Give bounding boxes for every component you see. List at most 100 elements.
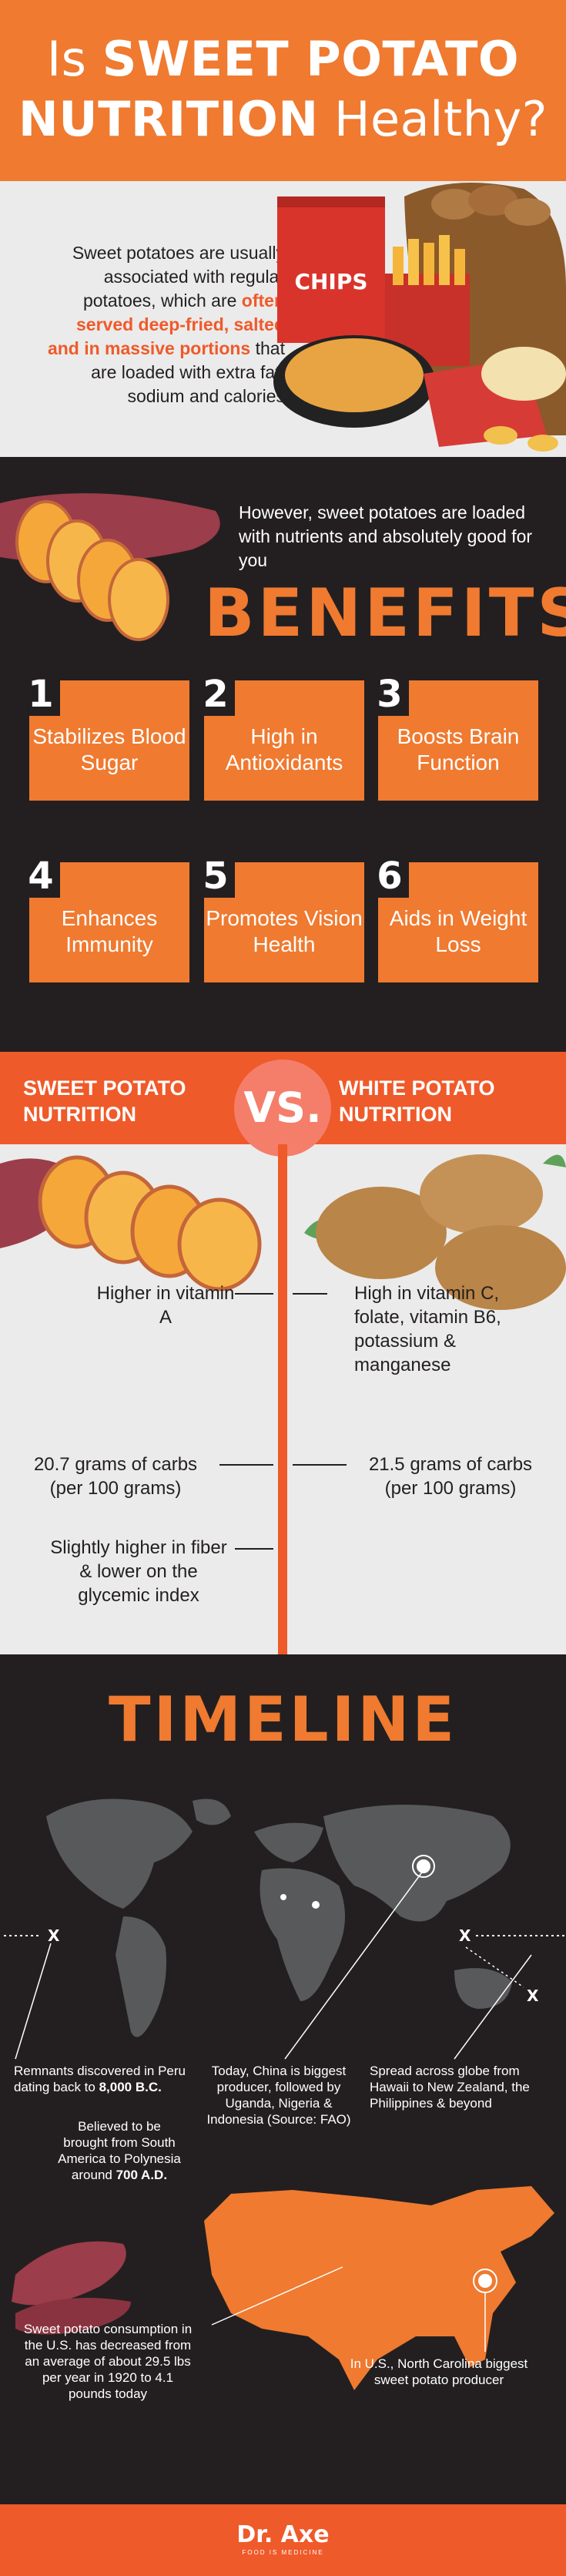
sweet-potato-body [12, 2241, 126, 2306]
china-connector [284, 1869, 424, 2060]
intro-text: that are loaded with extra fat, sodium a… [91, 338, 285, 406]
fries-icon [454, 249, 465, 285]
title-text: Is [46, 31, 102, 87]
us-map-illustration [12, 2186, 554, 2390]
white-potato-fact: High in vitamin C, folate, vitamin B6, p… [354, 1283, 501, 1375]
potato-icon [431, 189, 477, 220]
africa-shape [260, 1868, 345, 2001]
fries-icon [408, 239, 419, 285]
benefits-subtitle: However, sweet potatoes are loaded with … [239, 502, 533, 570]
north-america-shape [46, 1798, 193, 1909]
globe-connector [454, 1954, 532, 2060]
benefit-card: 4 Enhances Immunity [22, 855, 189, 982]
footer-section: Dr. Axe FOOD IS MEDICINE [0, 2504, 566, 2576]
connector-line [219, 1464, 273, 1466]
benefit-number: 3 [370, 673, 409, 716]
intro-text: Sweet potatoes are usually associated wi… [72, 243, 285, 311]
sweet-potato-illustration [0, 1155, 262, 1291]
mashed-potato-bowl-icon [481, 347, 566, 401]
fried-potatoes-icon [285, 338, 424, 412]
benefit-number: 1 [22, 673, 60, 716]
sweet-potato-heading: SWEET POTATO NUTRITION [23, 1076, 186, 1126]
china-marker [417, 1859, 430, 1873]
peru-marker: X [48, 1926, 60, 1945]
benefit-label: Aids in Weight Loss [389, 906, 527, 956]
north-carolina-marker [478, 2274, 492, 2288]
junk-food-illustration: CHIPS [273, 183, 566, 452]
sweet-potato-icon [12, 2241, 131, 2335]
benefit-card: 1 Stabilizes Blood Sugar [22, 673, 189, 801]
benefit-card: 3 Boosts Brain Function [370, 673, 538, 801]
connector-line [235, 1293, 273, 1295]
timeline-date: 700 A.D. [116, 2168, 168, 2182]
timeline-date: 8,000 B.C. [99, 2080, 162, 2094]
timeline-globe: Spread across globe from Hawaii to New Z… [370, 2064, 530, 2111]
brand-logo[interactable]: Dr. Axe [236, 2521, 330, 2548]
timeline-section: TIMELINE X X X Remnants discovered in Pe… [0, 1654, 566, 2504]
comparison-section: SWEET POTATO NUTRITION WHITE POTATO NUTR… [0, 1052, 566, 1654]
benefits-title: BENEFITS [204, 575, 566, 652]
brand-tagline: FOOD IS MEDICINE [242, 2549, 324, 2556]
connector-line [235, 1548, 273, 1550]
page-title: Is SWEET POTATO NUTRITION Healthy? [0, 29, 566, 149]
benefit-label: High in Antioxidants [225, 724, 343, 774]
world-map-landmass [46, 1798, 512, 2037]
world-map: X X X [4, 1798, 566, 2060]
benefit-label: Promotes Vision Health [206, 906, 363, 956]
benefit-label: Stabilizes Blood Sugar [32, 724, 186, 774]
europe-shape [254, 1822, 323, 1862]
benefit-card: 5 Promotes Vision Health [196, 855, 364, 982]
south-america-shape [116, 1916, 166, 2037]
greenland-shape [193, 1798, 231, 1825]
sweet-potato-fact: Higher in vitamin A [96, 1283, 235, 1328]
timeline-text: Remnants discovered in Peru dating back … [14, 2064, 186, 2094]
benefit-label: Enhances Immunity [61, 906, 158, 956]
potato-icon [420, 1154, 543, 1234]
chips-label: CHIPS [294, 269, 367, 294]
title-bold-text: NUTRITION [18, 91, 319, 147]
benefit-number: 4 [22, 855, 60, 898]
dashed-line [465, 1946, 524, 1988]
potato-icon [468, 185, 517, 216]
benefit-number: 5 [196, 855, 235, 898]
sweet-potato-fact: 20.7 grams of carbs (per 100 grams) [33, 1454, 198, 1499]
timeline-china: Today, China is biggest producer, follow… [206, 2064, 351, 2127]
title-bold-text: SWEET POTATO [102, 31, 520, 87]
asia-shape [323, 1805, 511, 1922]
chip-icon [527, 435, 558, 452]
slice-icon [108, 558, 169, 641]
header-section: Is SWEET POTATO NUTRITION Healthy? [0, 0, 566, 181]
leaf-icon [543, 1154, 566, 1167]
benefit-card: 2 High in Antioxidants [196, 673, 364, 801]
benefit-label: Boosts Brain Function [397, 724, 520, 774]
benefit-card: 6 Aids in Weight Loss [370, 855, 538, 982]
white-potato-fact: 21.5 grams of carbs (per 100 grams) [368, 1454, 533, 1499]
nigeria-marker [280, 1894, 286, 1900]
connector-line [293, 1464, 347, 1466]
china-marker-ring [412, 1855, 435, 1878]
timeline-polynesia: Believed to be brought from South Americ… [54, 2118, 185, 2183]
potato-icon [316, 1187, 447, 1279]
uganda-marker [312, 1901, 320, 1909]
benefit-number: 6 [370, 855, 409, 898]
us-map-shape [204, 2186, 554, 2390]
white-potato-heading: WHITE POTATO NUTRITION [339, 1076, 495, 1126]
timeline-text: Believed to be brought from South Americ… [58, 2119, 181, 2182]
timeline-peru: Remnants discovered in Peru dating back … [14, 2063, 187, 2095]
chips-bag-icon [277, 196, 385, 343]
timeline-us-consumption: Sweet potato consumption in the U.S. has… [23, 2322, 193, 2401]
australia-shape [454, 1968, 512, 2009]
fries-icon [393, 247, 404, 285]
connector-line [293, 1293, 327, 1295]
peru-connector [15, 1943, 52, 2060]
hawaii-marker: X [459, 1926, 471, 1945]
potato-icon [504, 198, 551, 226]
potato-icon [435, 1225, 566, 1310]
new-zealand-marker: X [527, 1987, 539, 2005]
intro-paragraph: Sweet potatoes are usually associated wi… [46, 241, 285, 408]
chips-bag-top [277, 196, 385, 207]
fries-icon [424, 243, 434, 285]
benefits-section: However, sweet potatoes are loaded with … [0, 457, 566, 1052]
fries-icon [439, 235, 450, 285]
sweet-potato-slices-illustration [0, 493, 220, 641]
